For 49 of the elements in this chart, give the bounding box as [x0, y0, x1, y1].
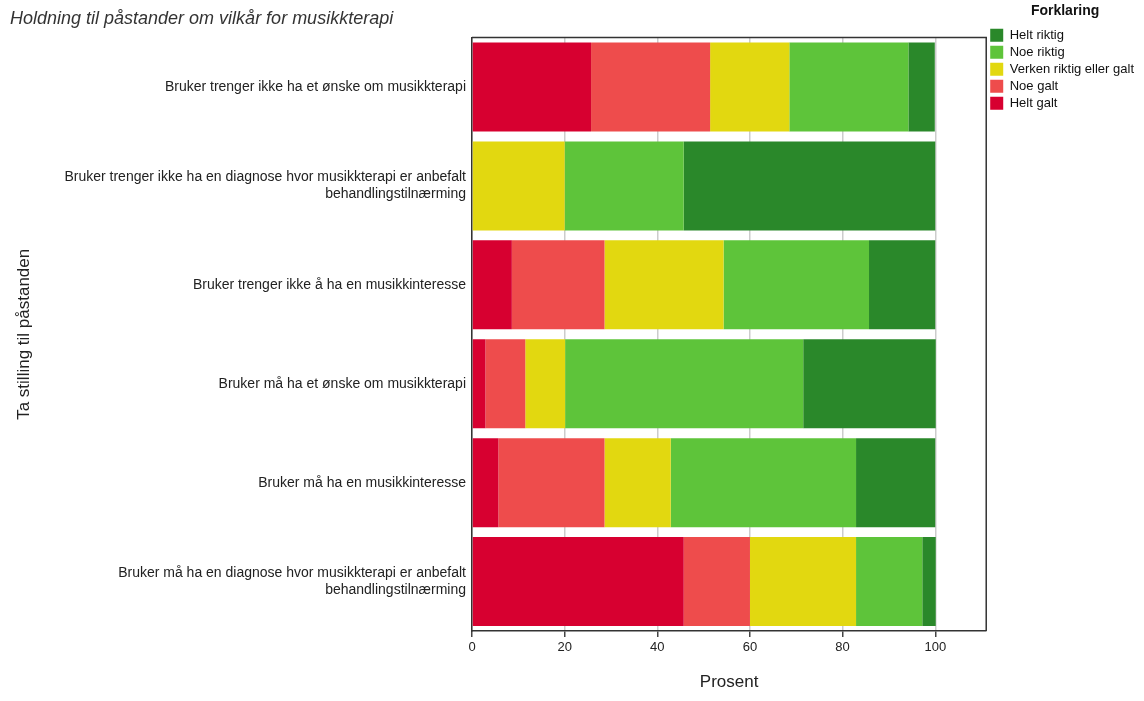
bar	[869, 240, 936, 330]
bar	[525, 339, 566, 429]
legend-label: Helt galt	[1009, 94, 1058, 110]
bar	[591, 42, 711, 132]
bar	[564, 141, 684, 231]
y-tick-label: Bruker trenger ikke å ha en musikkinteresse	[192, 275, 467, 292]
x-tick-label: 60	[742, 639, 758, 655]
bar	[683, 141, 936, 231]
bar	[908, 42, 935, 132]
bar	[789, 42, 909, 132]
bar	[749, 537, 857, 627]
y-axis-title: Ta stilling til påstanden	[13, 248, 33, 420]
bar	[683, 537, 750, 627]
x-tick-label: 100	[924, 639, 947, 655]
y-tick-label: Bruker må ha en diagnose hvor musikkterapi er anbefalt behandlingstilnærming	[118, 564, 467, 597]
bar	[472, 141, 565, 231]
x-tick-label: 0	[468, 639, 476, 655]
y-tick-label: Bruker trenger ikke ha et ønske om musikkterapi	[164, 77, 466, 94]
bar	[710, 42, 790, 132]
x-tick-label: 20	[557, 639, 572, 655]
bar	[472, 339, 486, 429]
legend-label: Noe galt	[1009, 77, 1059, 93]
y-tick-label: Bruker trenger ikke ha en diagnose hvor musikkterapi er anbefalt behandlingstilnærming	[64, 168, 467, 202]
bar	[856, 438, 936, 528]
bar	[472, 537, 684, 627]
bar	[472, 438, 499, 528]
x-tick-label: 80	[835, 639, 850, 655]
y-tick-label: Bruker må ha en musikkinteresse	[258, 473, 467, 490]
x-axis-title: Prosent	[699, 672, 759, 692]
bar	[511, 240, 605, 330]
y-tick-label: Bruker må ha et ønske om musikkterapi	[218, 374, 466, 391]
bar	[723, 240, 870, 330]
legend-label: Verken riktig eller galt	[1009, 60, 1135, 76]
bar	[856, 537, 923, 627]
bar	[670, 438, 857, 528]
bar	[803, 339, 936, 429]
legend-label: Helt riktig	[1009, 26, 1064, 42]
bar	[472, 42, 592, 132]
bar	[565, 339, 804, 429]
legend-title: Forklaring	[1030, 1, 1100, 18]
legend-label: Noe riktig	[1009, 43, 1065, 59]
bar	[922, 537, 936, 627]
x-tick-label: 40	[650, 639, 665, 655]
bar	[604, 240, 724, 330]
bar	[498, 438, 605, 528]
bar	[472, 240, 512, 330]
bar	[604, 438, 671, 528]
text: Holdning til påstander om vilkår for musikkterapi	[10, 7, 395, 28]
bar	[485, 339, 526, 429]
